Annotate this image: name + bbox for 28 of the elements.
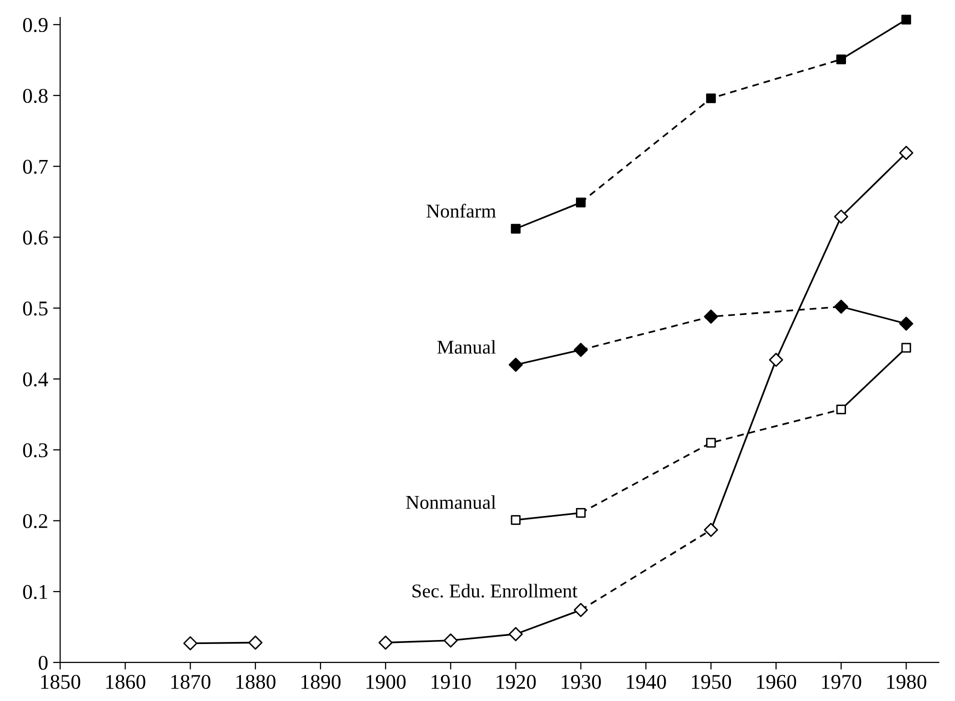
x-tick-label: 1920 <box>496 674 536 689</box>
x-tick-label: 1970 <box>822 674 862 689</box>
series-label: Manual <box>437 340 496 354</box>
y-tick-label: 0.4 <box>23 372 48 386</box>
x-tick-label: 1910 <box>432 674 471 689</box>
y-tick-label: 0.7 <box>23 160 48 174</box>
x-tick-label: 1900 <box>366 674 406 689</box>
x-tick-label: 1950 <box>692 674 732 689</box>
x-tick-label: 1880 <box>236 674 276 689</box>
x-tick-label: 1960 <box>757 674 796 689</box>
y-tick-label: 0.1 <box>23 584 48 600</box>
y-tick-label: 0.2 <box>23 514 48 528</box>
x-tick-label: 1940 <box>626 674 666 689</box>
x-tick-label: 1930 <box>562 674 601 689</box>
y-tick-label: 0.6 <box>23 230 48 245</box>
x-tick-label: 1890 <box>301 674 341 689</box>
series-label: Sec. Edu. Enrollment <box>412 584 578 598</box>
y-tick-label: 0.9 <box>23 18 48 32</box>
y-tick-label: 0 <box>38 656 48 670</box>
x-tick-label: 1870 <box>171 674 210 689</box>
y-tick-label: 0.8 <box>23 88 48 104</box>
x-tick-label: 1850 <box>41 674 80 689</box>
y-tick-label: 0.3 <box>23 443 48 458</box>
series-label: Nonmanual <box>406 495 496 509</box>
x-tick-label: 1980 <box>887 674 926 689</box>
series-label: Nonfarm <box>426 204 496 218</box>
x-tick-label: 1860 <box>106 674 146 689</box>
y-tick-label: 0.5 <box>23 301 48 316</box>
